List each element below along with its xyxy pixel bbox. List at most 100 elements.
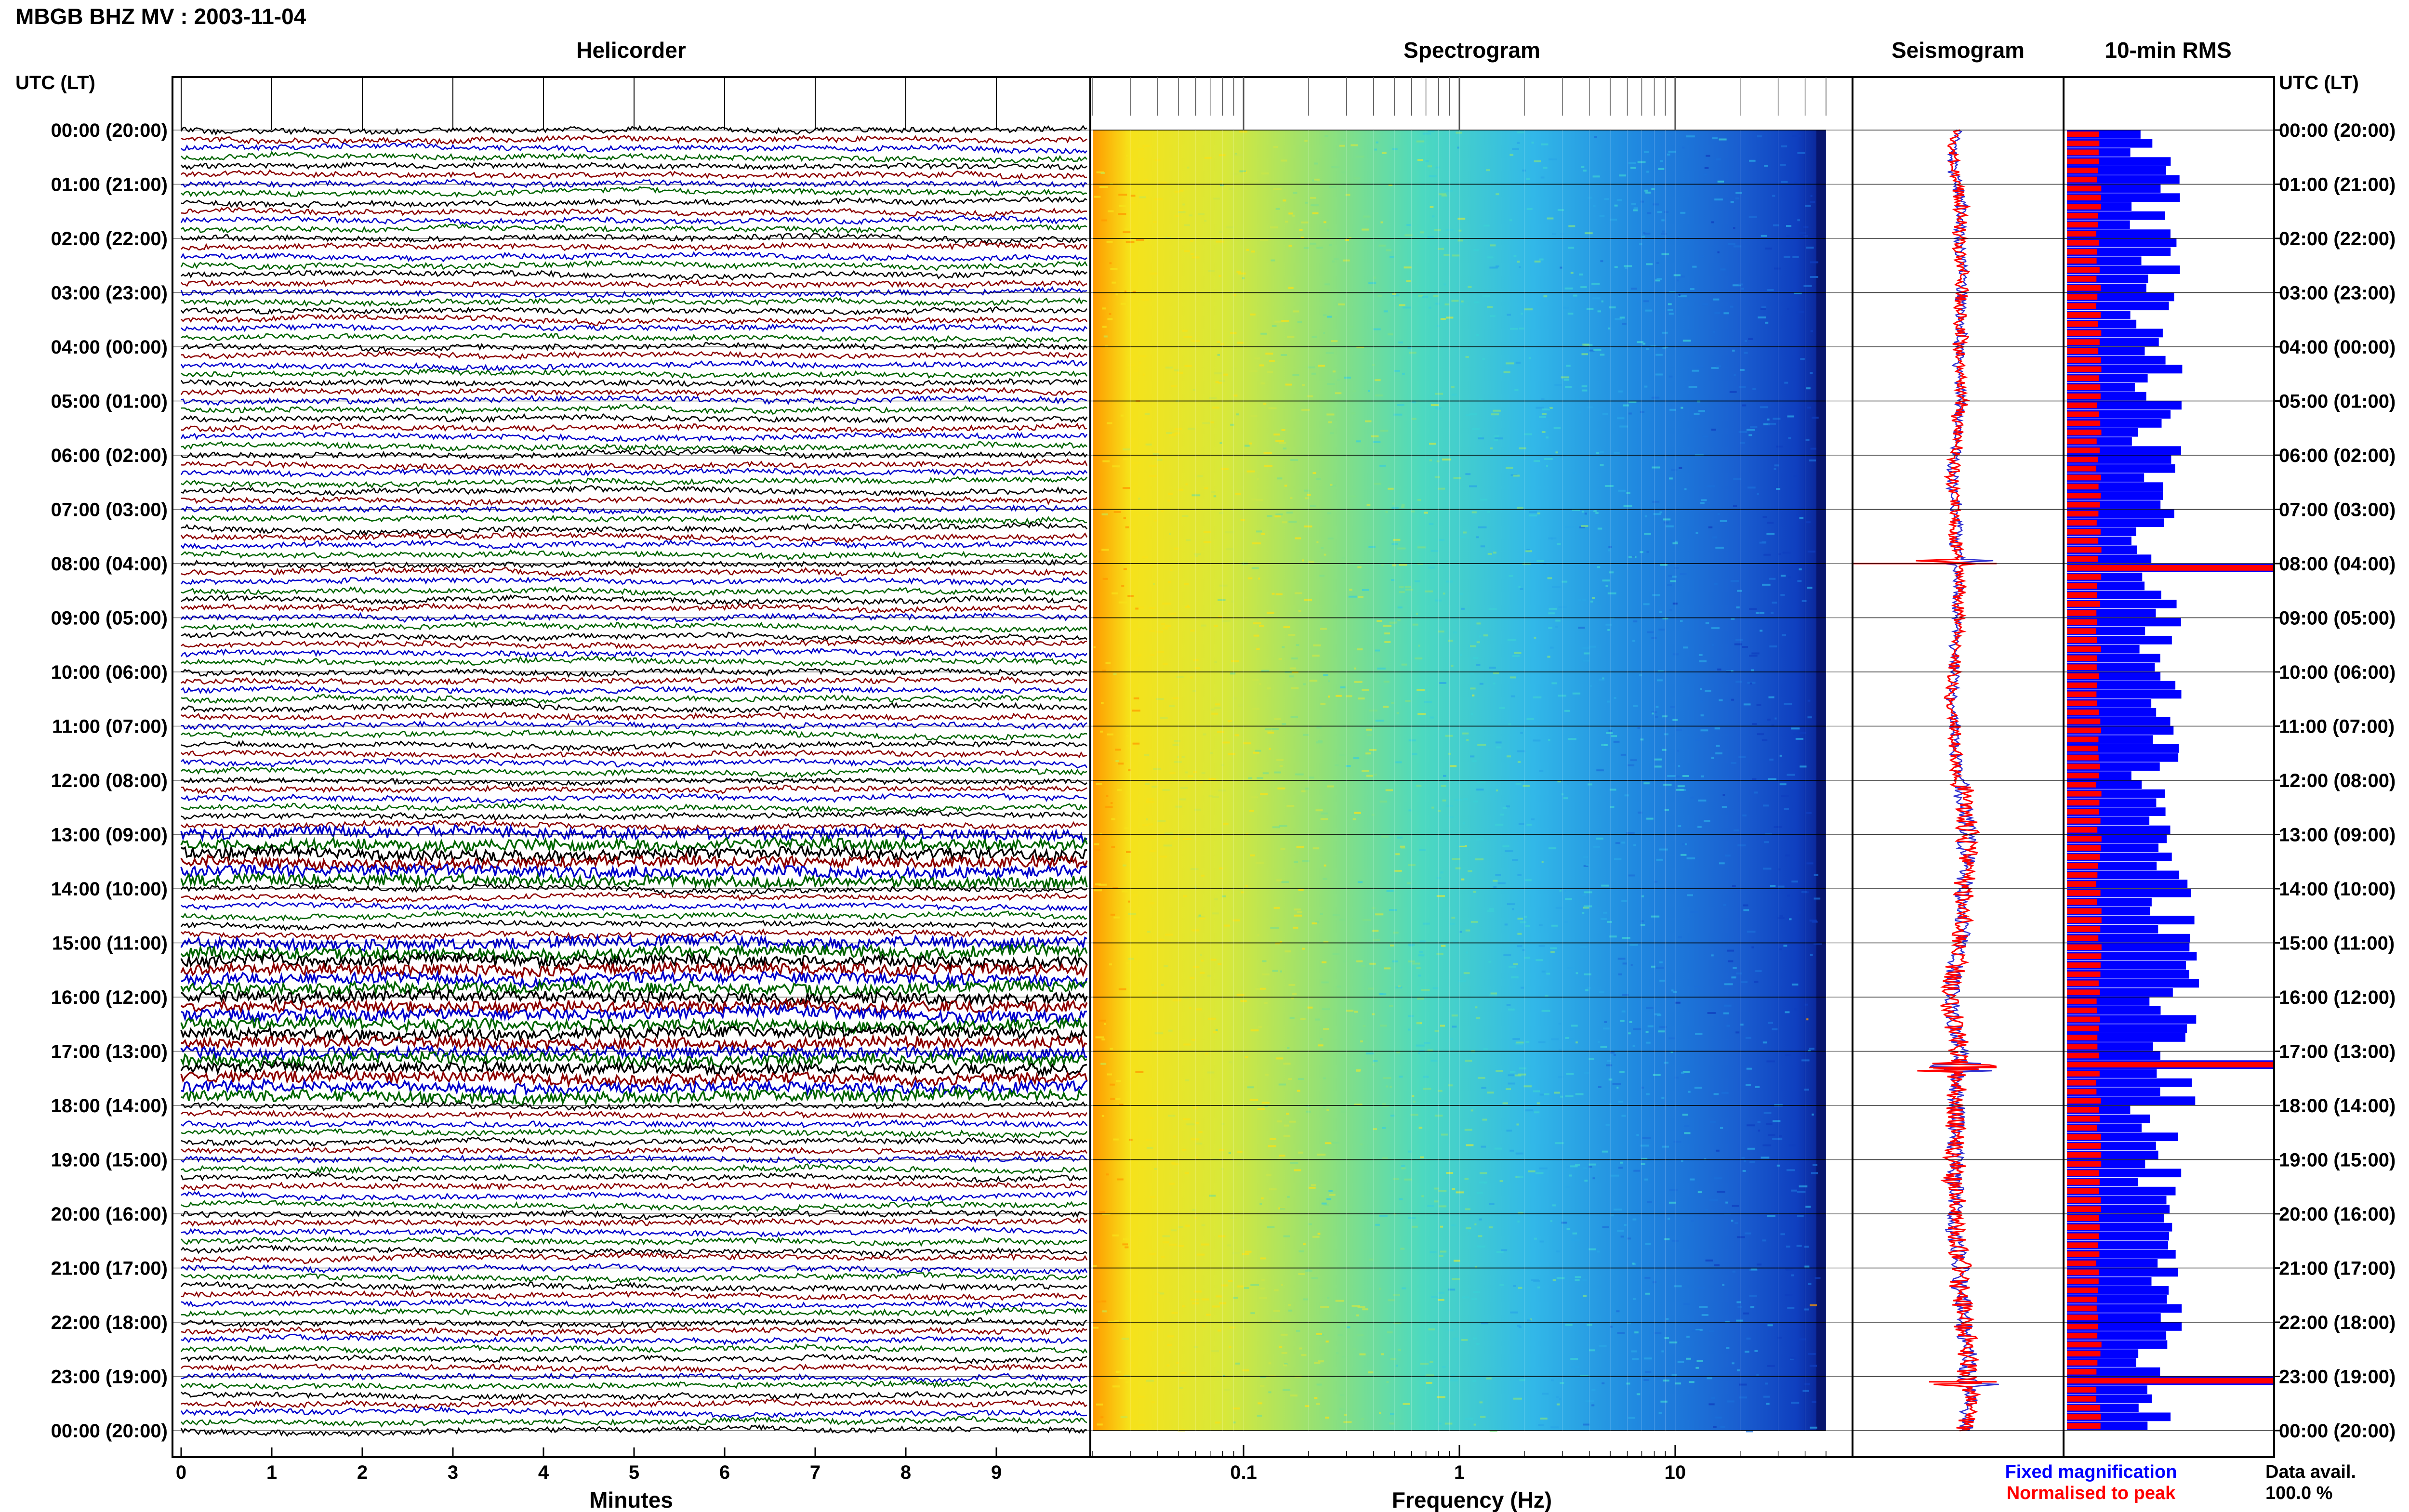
spectrogram-cell <box>1343 960 1350 962</box>
spectrogram-cell <box>1430 1296 1438 1298</box>
spectrogram-cell <box>1310 197 1316 199</box>
spectrogram-cell <box>1495 874 1501 876</box>
spectrogram-cell <box>1400 1248 1405 1250</box>
spectrogram-cell <box>1566 1038 1574 1040</box>
spectrogram-cell <box>1323 674 1328 676</box>
spectrogram-cell <box>1435 393 1443 395</box>
helicorder-trace <box>181 928 1087 942</box>
spectrogram-cell <box>1565 386 1572 388</box>
spectrogram-cell <box>1624 794 1629 797</box>
spectrogram-cell <box>1700 729 1708 732</box>
spectrogram-cell <box>1305 1270 1312 1272</box>
spectrogram-cell <box>1397 547 1406 550</box>
spectrogram-cell <box>1784 808 1789 810</box>
spectrogram-cell <box>1132 462 1140 464</box>
spectrogram-cell <box>1210 421 1214 423</box>
spectrogram-cell <box>1154 1168 1157 1170</box>
spectrogram-cell <box>1326 413 1335 416</box>
spectrogram-cell <box>1278 658 1282 660</box>
spectrogram-cell <box>1609 935 1617 938</box>
spectrogram-cell <box>1561 376 1570 379</box>
spectrogram-cell <box>1328 696 1330 698</box>
spectrogram-cell <box>1121 1338 1129 1340</box>
spectrogram-cell <box>1451 394 1457 396</box>
spectrogram-cell <box>1734 643 1742 645</box>
spectrogram-cell <box>1287 336 1295 338</box>
spectrogram-cell <box>1702 238 1707 240</box>
spectrogram-cell <box>1644 533 1651 535</box>
row-label-right: 05:00 (01:00) <box>2279 391 2396 412</box>
spectrogram-cell <box>1597 1250 1600 1253</box>
spectrogram-cell <box>1434 476 1440 478</box>
spectrogram-cell <box>1588 1248 1596 1250</box>
spectrogram-cell <box>1668 1201 1676 1204</box>
spectrogram-cell <box>1276 1057 1284 1060</box>
spectrogram-cell <box>1778 885 1785 888</box>
spectrogram-cell <box>1360 1040 1363 1043</box>
spectrogram-cell <box>1314 162 1318 165</box>
spectrogram-cell <box>1320 818 1328 820</box>
spectrogram-cell <box>1782 552 1791 554</box>
rms-bar-normalised <box>2067 231 2096 237</box>
spectrogram-cell <box>1431 806 1434 809</box>
spectrogram-cell <box>1644 233 1651 235</box>
spectrogram-cell <box>1179 756 1182 758</box>
spectrogram-cell <box>1342 259 1350 262</box>
spectrogram-cell <box>1151 1401 1155 1404</box>
spectrogram-cell <box>1699 801 1705 803</box>
rms-bar-normalised <box>2067 366 2102 372</box>
spectrogram-cell <box>1552 1204 1556 1207</box>
spectrogram-cell <box>1293 926 1298 929</box>
spectrogram-cell <box>1327 785 1334 788</box>
spectrogram-cell <box>1657 211 1662 213</box>
spectrogram-cell <box>1280 1333 1288 1336</box>
spectrogram-cell <box>1467 1372 1472 1375</box>
spectrogram-cell <box>1290 716 1298 718</box>
spectrogram-cell <box>1465 356 1469 358</box>
spectrogram-cell <box>1777 1337 1782 1339</box>
spectrogram-cell <box>1591 1404 1595 1407</box>
row-label-left: 08:00 (04:00) <box>51 553 168 575</box>
spectrogram-cell <box>1232 1407 1240 1410</box>
helicorder-trace <box>180 386 1087 397</box>
row-label-left: 01:00 (21:00) <box>51 174 168 196</box>
spectrogram-cell <box>1582 1279 1587 1281</box>
spectrogram-cell <box>1116 1178 1124 1181</box>
spectrogram-cell <box>1758 316 1766 319</box>
row-label-left: 12:00 (08:00) <box>51 770 168 791</box>
spectrogram-cell <box>1644 385 1648 388</box>
spectrogram-cell <box>1594 136 1597 138</box>
spectrogram-cell <box>1621 1115 1626 1117</box>
spectrogram-cell <box>1200 781 1203 784</box>
spectrogram-cell <box>1572 1232 1577 1235</box>
spectrogram-cell <box>1791 1189 1797 1192</box>
spectrogram-cell <box>1330 1376 1335 1378</box>
row-label-right: 19:00 (15:00) <box>2279 1150 2396 1171</box>
spectrogram-cell <box>1216 1295 1222 1298</box>
spectrogram-cell <box>1768 778 1777 780</box>
rms-bar-normalised <box>2067 1414 2101 1420</box>
spectrogram-cell <box>1275 513 1283 515</box>
spectrogram-cell <box>1397 619 1401 621</box>
rms-bar-normalised <box>2067 1026 2099 1032</box>
spectrogram-cell <box>1096 1403 1103 1406</box>
spectrogram-cell <box>1616 1086 1619 1089</box>
spectrogram-cell <box>1756 612 1759 614</box>
spectrogram-cell <box>1621 1010 1626 1012</box>
spectrogram-cell <box>1479 1401 1483 1404</box>
spectrogram-cell <box>1357 1306 1365 1308</box>
spectrogram-cell <box>1750 669 1754 671</box>
spectrogram-cell <box>1601 300 1603 302</box>
spectrogram-cell <box>1142 145 1150 147</box>
spectrogram-cell <box>1481 1145 1486 1148</box>
helicorder-trace <box>181 368 1088 379</box>
spectrogram-cell <box>1483 1048 1488 1051</box>
helicorder-trace <box>181 1085 1087 1106</box>
spectrogram-cell <box>1197 916 1205 918</box>
spectrogram-cell <box>1125 526 1129 528</box>
spectrogram-cell <box>1544 458 1553 460</box>
spectrogram-cell <box>1128 364 1135 367</box>
spectrogram-cell <box>1188 775 1193 777</box>
spectrogram-cell <box>1507 639 1516 641</box>
helicorder-trace <box>181 1109 1088 1120</box>
